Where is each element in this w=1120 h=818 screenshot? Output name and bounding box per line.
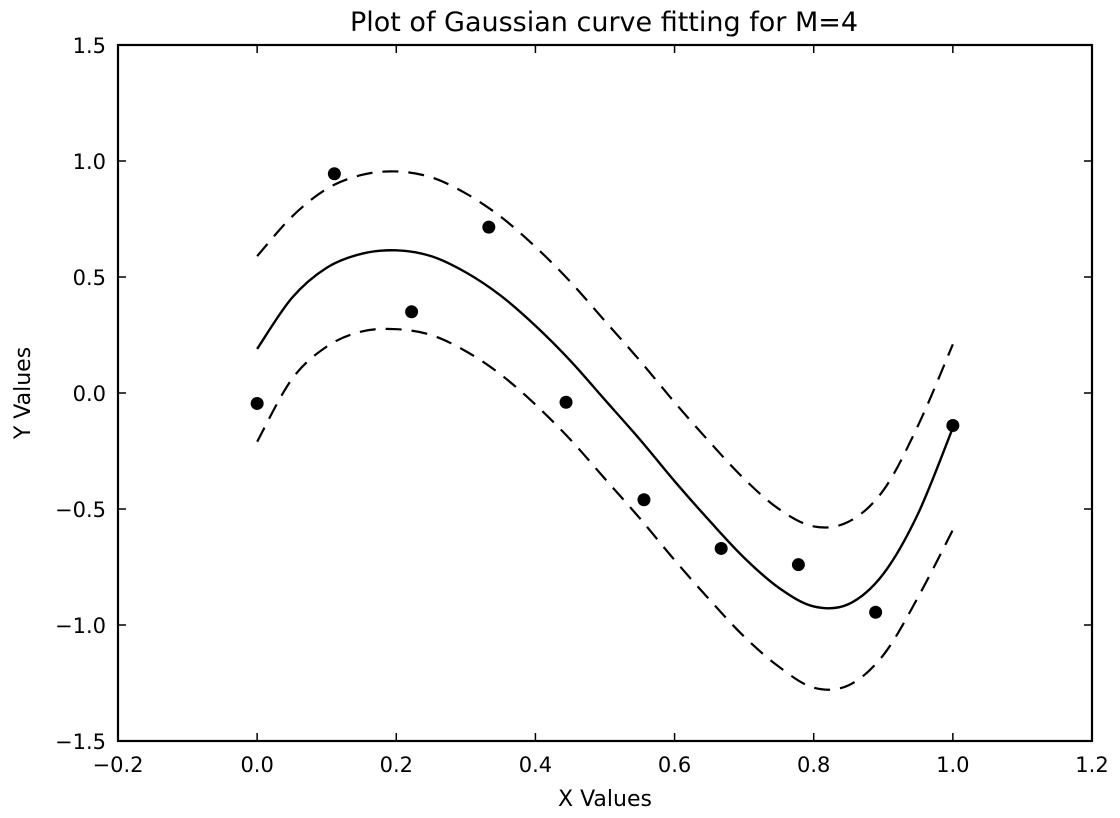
x-tick-label: 0.2 (380, 753, 413, 777)
x-tick-label: 0.0 (240, 753, 273, 777)
data-point (637, 493, 651, 507)
x-tick-label: 0.8 (797, 753, 830, 777)
y-tick-label: −1.5 (55, 730, 106, 754)
x-axis: −0.2 0.0 0.2 0.4 0.6 0.8 1.0 1.2 (93, 45, 1109, 777)
data-point (482, 220, 496, 234)
data-point (405, 305, 419, 319)
chart-title: Plot of Gaussian curve fitting for M=4 (350, 7, 858, 38)
x-tick-label: 0.4 (519, 753, 552, 777)
y-axis-label: Y Values (11, 347, 36, 440)
y-tick-label: 1.0 (73, 150, 106, 174)
x-tick-label: −0.2 (93, 753, 144, 777)
data-point (559, 395, 573, 409)
data-point (791, 558, 805, 572)
data-point (327, 167, 341, 181)
y-tick-label: −0.5 (55, 498, 106, 522)
data-point (714, 541, 728, 555)
plot-area (250, 167, 960, 691)
x-tick-label: 1.2 (1075, 753, 1108, 777)
upper-band-line (256, 170, 954, 529)
data-point (946, 418, 960, 432)
data-point (250, 396, 264, 410)
y-axis: −1.5 −1.0 −0.5 0.0 0.5 1.0 1.5 (55, 34, 1092, 754)
x-axis-label: X Values (558, 787, 652, 812)
y-tick-label: −1.0 (55, 614, 106, 638)
lower-band-line (256, 327, 954, 691)
x-tick-label: 1.0 (936, 753, 969, 777)
x-tick-label: 0.6 (658, 753, 691, 777)
fitted-curve-line (256, 249, 954, 610)
y-tick-label: 0.0 (73, 382, 106, 406)
plot-frame (116, 43, 1094, 743)
y-tick-label: 0.5 (73, 266, 106, 290)
y-tick-label: 1.5 (73, 34, 106, 58)
data-point (869, 605, 883, 619)
